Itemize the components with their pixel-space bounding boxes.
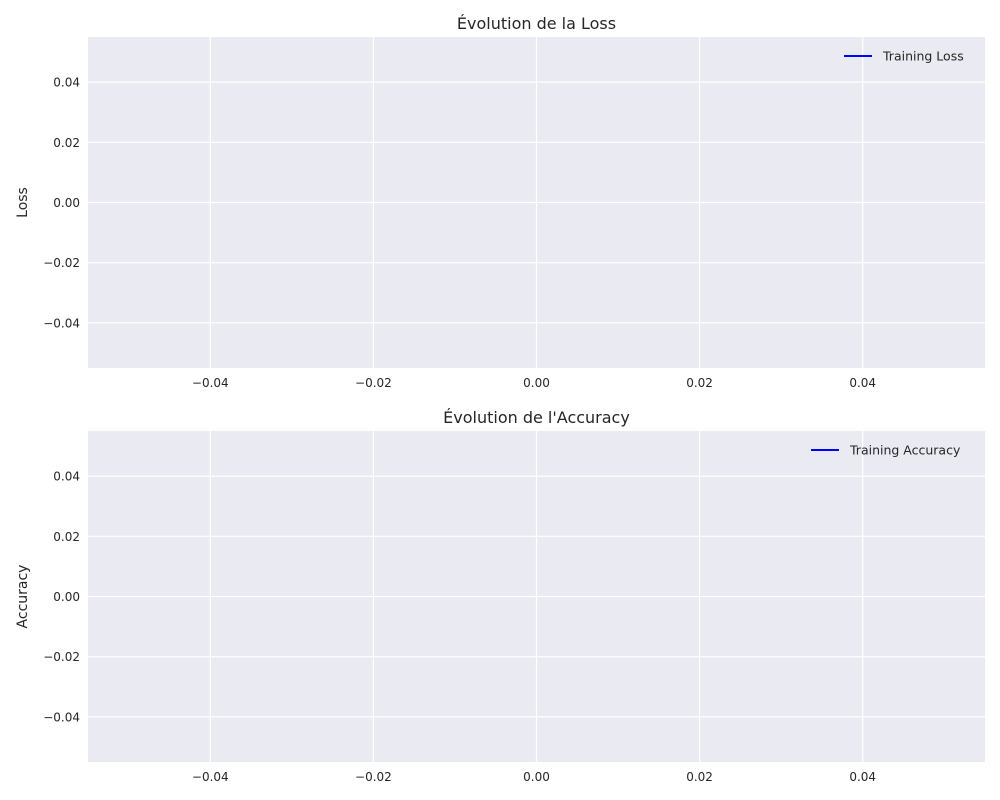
accuracy-x-tick-label: 0.04: [849, 770, 876, 784]
accuracy-x-tick-label: 0.02: [686, 770, 713, 784]
accuracy-y-tick-label: 0.02: [53, 530, 80, 544]
loss-y-ticks: 0.04 0.02 0.00 −0.02 −0.04: [43, 76, 80, 331]
accuracy-y-tick-label: 0.04: [53, 470, 80, 484]
accuracy-grid: [88, 431, 985, 762]
loss-x-ticks: −0.04 −0.02 0.00 0.02 0.04: [192, 376, 876, 390]
loss-x-tick-label: 0.02: [686, 376, 713, 390]
accuracy-legend-label: Training Accuracy: [849, 443, 961, 458]
loss-grid: [88, 37, 985, 368]
loss-chart-title: Évolution de la Loss: [457, 14, 616, 33]
accuracy-chart-title: Évolution de l'Accuracy: [443, 408, 630, 427]
loss-y-tick-label: 0.04: [53, 76, 80, 90]
loss-legend: Training Loss: [844, 49, 964, 64]
loss-y-tick-label: 0.00: [53, 196, 80, 210]
loss-x-tick-label: −0.04: [192, 376, 229, 390]
loss-y-tick-label: −0.04: [43, 316, 80, 330]
accuracy-x-tick-label: −0.02: [355, 770, 392, 784]
loss-y-tick-label: 0.02: [53, 136, 80, 150]
accuracy-y-axis-label: Accuracy: [15, 565, 31, 629]
loss-legend-label: Training Loss: [882, 49, 964, 64]
accuracy-chart: −0.04 −0.02 0.00 0.02 0.04 0.04 0.02 0.00 −0.02…: [15, 408, 985, 784]
loss-x-tick-label: 0.00: [523, 376, 550, 390]
accuracy-y-tick-label: 0.00: [53, 590, 80, 604]
accuracy-legend: Training Accuracy: [811, 443, 961, 458]
loss-y-axis-label: Loss: [15, 187, 31, 218]
accuracy-y-ticks: 0.04 0.02 0.00 −0.02 −0.04: [43, 470, 80, 725]
loss-y-tick-label: −0.02: [43, 256, 80, 270]
accuracy-y-tick-label: −0.04: [43, 710, 80, 724]
accuracy-x-tick-label: −0.04: [192, 770, 229, 784]
loss-x-tick-label: 0.04: [849, 376, 876, 390]
accuracy-y-tick-label: −0.02: [43, 650, 80, 664]
loss-chart: −0.04 −0.02 0.00 0.02 0.04 0.04 0.02 0.00 −0.02…: [15, 14, 985, 390]
accuracy-x-ticks: −0.04 −0.02 0.00 0.02 0.04: [192, 770, 876, 784]
loss-x-tick-label: −0.02: [355, 376, 392, 390]
accuracy-x-tick-label: 0.00: [523, 770, 550, 784]
